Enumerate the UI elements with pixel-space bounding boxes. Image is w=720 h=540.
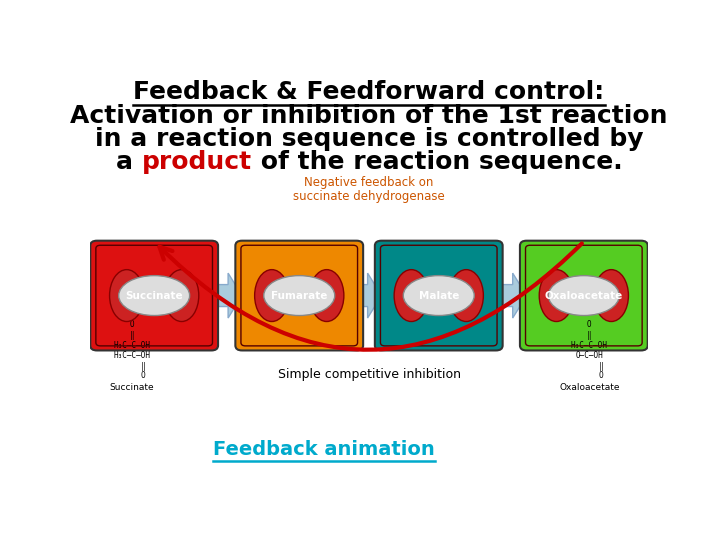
Text: Succinate: Succinate bbox=[109, 382, 154, 392]
FancyBboxPatch shape bbox=[520, 241, 648, 350]
Text: O: O bbox=[575, 372, 603, 380]
FancyArrow shape bbox=[356, 273, 382, 318]
Text: Fumarate: Fumarate bbox=[271, 291, 328, 301]
Text: in a reaction sequence is controlled by: in a reaction sequence is controlled by bbox=[95, 127, 643, 151]
Ellipse shape bbox=[394, 269, 428, 321]
FancyBboxPatch shape bbox=[90, 241, 218, 350]
Text: of the reaction sequence.: of the reaction sequence. bbox=[251, 150, 622, 174]
Ellipse shape bbox=[109, 269, 144, 321]
Text: Oxaloacetate: Oxaloacetate bbox=[559, 382, 620, 392]
Text: Malate: Malate bbox=[418, 291, 459, 301]
Ellipse shape bbox=[594, 269, 629, 321]
Text: a: a bbox=[116, 150, 142, 174]
Ellipse shape bbox=[310, 269, 344, 321]
Text: O—C—OH: O—C—OH bbox=[575, 352, 603, 360]
Text: Activation or inhibition of the 1st reaction: Activation or inhibition of the 1st reac… bbox=[71, 104, 667, 127]
FancyArrowPatch shape bbox=[159, 244, 582, 350]
FancyBboxPatch shape bbox=[375, 241, 503, 350]
Text: O: O bbox=[587, 320, 592, 329]
Text: Feedback & Feedforward control:: Feedback & Feedforward control: bbox=[133, 80, 605, 104]
Text: H₃C—C—OH: H₃C—C—OH bbox=[113, 352, 150, 360]
Text: H₃C—C—OH: H₃C—C—OH bbox=[571, 341, 608, 350]
Text: O: O bbox=[130, 320, 134, 329]
Ellipse shape bbox=[449, 269, 483, 321]
Ellipse shape bbox=[119, 275, 189, 315]
Ellipse shape bbox=[164, 269, 199, 321]
Ellipse shape bbox=[255, 269, 289, 321]
Text: H₃C—C—OH: H₃C—C—OH bbox=[113, 341, 150, 350]
Text: ‖: ‖ bbox=[575, 362, 603, 371]
FancyArrow shape bbox=[212, 273, 242, 318]
Text: Oxaloacetate: Oxaloacetate bbox=[545, 291, 623, 301]
Text: product: product bbox=[142, 150, 251, 174]
Text: Succinate: Succinate bbox=[125, 291, 183, 301]
Text: Feedback animation: Feedback animation bbox=[214, 440, 435, 459]
Text: Negative feedback on: Negative feedback on bbox=[305, 176, 433, 189]
FancyArrow shape bbox=[496, 273, 526, 318]
Text: ‖: ‖ bbox=[587, 330, 592, 340]
Ellipse shape bbox=[539, 269, 574, 321]
Ellipse shape bbox=[264, 275, 335, 315]
FancyBboxPatch shape bbox=[235, 241, 363, 350]
Text: succinate dehydrogenase: succinate dehydrogenase bbox=[293, 190, 445, 203]
Text: ‖: ‖ bbox=[118, 362, 145, 371]
Text: ‖: ‖ bbox=[130, 330, 134, 340]
Ellipse shape bbox=[403, 275, 474, 315]
Ellipse shape bbox=[549, 275, 619, 315]
Text: Simple competitive inhibition: Simple competitive inhibition bbox=[277, 368, 461, 381]
Text: O: O bbox=[118, 372, 145, 380]
